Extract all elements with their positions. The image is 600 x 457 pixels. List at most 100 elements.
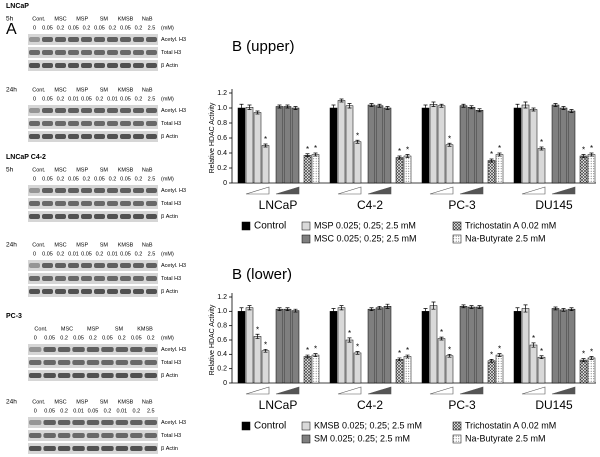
treatment-label: MSC	[54, 242, 66, 248]
blot-band	[133, 263, 144, 268]
blot-band	[55, 289, 66, 294]
error-bar	[405, 154, 410, 158]
bar	[311, 154, 320, 184]
blot-band	[144, 360, 157, 365]
bar	[537, 148, 546, 184]
blot-band	[57, 433, 71, 438]
blot-band	[81, 121, 92, 126]
dose-label: 0.05	[42, 25, 53, 31]
unit-label: (mM)	[161, 251, 174, 257]
dose-label: 0.05	[42, 96, 53, 102]
blot-band	[29, 214, 40, 219]
blot-band	[86, 360, 100, 365]
panel-label: A	[6, 21, 17, 38]
dose-triangle	[429, 386, 454, 395]
dose-label: 0.2	[104, 408, 112, 414]
blot-band	[146, 50, 157, 55]
y-tick-label: 0	[223, 180, 227, 187]
blot-band	[43, 446, 56, 451]
blot-band	[144, 373, 157, 378]
legend-label: Trichostatin A 0.02 mM	[465, 220, 556, 230]
blot-band	[29, 108, 40, 113]
blot-band	[107, 134, 118, 139]
significance-label: *	[448, 345, 451, 354]
dose-label: 0.2	[60, 408, 68, 414]
blot-band	[81, 188, 92, 193]
error-bar	[313, 152, 318, 157]
error-bar	[569, 109, 574, 113]
blot-band	[43, 347, 56, 352]
band-label: Acetyl. H3	[161, 188, 186, 194]
blot-band	[107, 276, 118, 281]
bar	[395, 359, 404, 384]
error-bar	[339, 98, 344, 103]
blot-band	[107, 50, 118, 55]
blot-band	[130, 373, 143, 378]
blot-band	[107, 63, 118, 68]
bar	[291, 107, 300, 184]
dose-triangle	[337, 386, 362, 395]
error-bar	[423, 104, 428, 112]
bar	[421, 311, 430, 384]
blot-band	[55, 214, 66, 219]
blot-band	[107, 214, 118, 219]
treatment-label: SM	[115, 326, 124, 332]
blot-band	[72, 446, 85, 451]
blot-band	[101, 446, 114, 451]
band-label: Total H3	[161, 50, 181, 56]
bar	[513, 311, 522, 384]
blot-band	[146, 188, 157, 193]
blot-band	[94, 263, 105, 268]
blot-band	[55, 276, 66, 281]
blot-band	[57, 420, 71, 425]
dose-label: 0.05	[81, 96, 92, 102]
legend-swatch	[452, 434, 462, 444]
blot-band	[29, 433, 42, 438]
blot-band	[86, 373, 100, 378]
blot-band	[81, 134, 92, 139]
error-bar	[515, 307, 520, 316]
legend-label: Control	[254, 221, 286, 232]
blot-band	[42, 37, 53, 42]
bar	[459, 105, 468, 184]
legend-swatch	[301, 421, 311, 431]
legend-swatch	[301, 234, 311, 244]
error-bar	[589, 356, 594, 360]
error-bar	[293, 106, 298, 110]
bar	[529, 344, 538, 384]
significance-label: *	[256, 325, 259, 334]
error-bar	[331, 308, 336, 315]
dose-label: 0.2	[57, 96, 65, 102]
blot-band	[81, 37, 92, 42]
bar	[487, 360, 496, 384]
dose-label: 0.05	[88, 408, 99, 414]
error-bar	[523, 304, 528, 313]
time-label: 24h	[6, 242, 17, 249]
error-bar	[377, 103, 382, 108]
legend-swatch	[301, 221, 311, 231]
blot-band	[146, 214, 157, 219]
blot-band	[94, 214, 105, 219]
blot-band	[42, 201, 53, 206]
treatment-label: SM	[100, 87, 109, 93]
dose-label: 0.2	[89, 335, 97, 341]
legend-label: MSC 0.025; 0.25; 2.5 mM	[314, 233, 417, 243]
dose-triangle	[275, 386, 300, 395]
error-bar	[561, 106, 566, 110]
dose-triangle	[521, 186, 546, 195]
blot-band	[94, 134, 105, 139]
treatment-label: NaB	[142, 87, 153, 93]
blot-band	[81, 201, 92, 206]
error-bar	[285, 104, 290, 109]
error-bar	[397, 155, 402, 160]
dose-label: 0.2	[135, 176, 143, 182]
blot-band	[107, 121, 118, 126]
blot-band	[146, 108, 157, 113]
dose-triangle	[275, 186, 300, 195]
blot-band	[72, 373, 85, 378]
dose-label: 0	[33, 251, 36, 257]
blot-band	[68, 134, 79, 139]
blot-band	[94, 276, 105, 281]
blot-band	[43, 420, 56, 425]
legend-swatch	[301, 434, 311, 444]
